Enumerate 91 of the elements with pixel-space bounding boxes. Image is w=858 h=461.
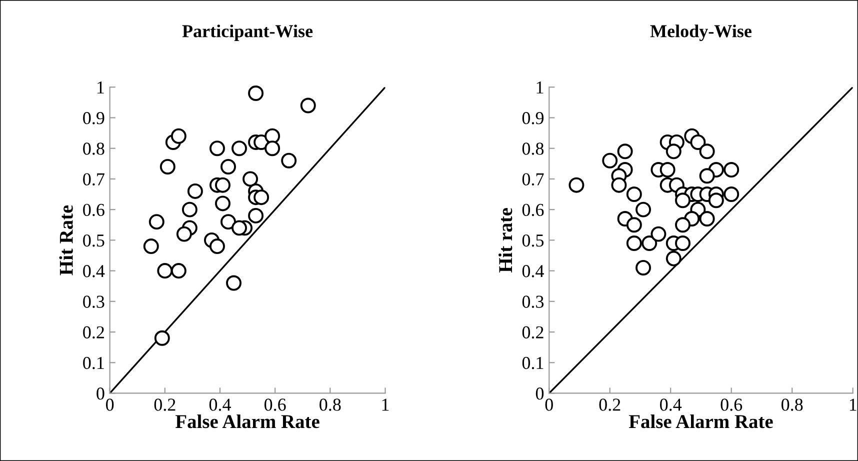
point [226, 275, 242, 291]
point [220, 214, 236, 230]
point [248, 86, 264, 101]
point [187, 183, 203, 199]
point [568, 177, 584, 193]
point [636, 202, 652, 218]
y-tick-label: 0.9 [83, 112, 104, 124]
point [675, 217, 691, 233]
point [724, 162, 740, 178]
point [254, 190, 270, 206]
point [626, 217, 642, 233]
point [636, 260, 652, 276]
point [650, 226, 666, 242]
point [602, 152, 618, 168]
chart-title: Melody-Wise [650, 24, 752, 42]
point [699, 211, 715, 226]
point [209, 140, 225, 156]
point [220, 158, 236, 174]
point [170, 263, 186, 279]
x-tick-label: 0.6 [720, 398, 742, 411]
x-tick-label: 0 [545, 398, 553, 411]
y-axis-title: Hit rate [498, 208, 512, 273]
y-tick-label: 0.4 [522, 265, 544, 278]
y-tick-label: 0.2 [522, 326, 544, 339]
x-tick-label: 0.8 [782, 398, 803, 411]
point [182, 202, 198, 218]
x-axis-title: False Alarm Rate [628, 414, 773, 428]
x-tick-label: 0.8 [320, 398, 341, 411]
y-tick-label: 0.5 [522, 234, 544, 247]
y-tick-label: 0.1 [83, 356, 104, 370]
y-axis-title: Hit Rate [59, 205, 73, 276]
point [143, 238, 159, 254]
y-tick-label: 0.7 [83, 173, 104, 186]
y-tick-label: 0.8 [83, 142, 104, 155]
y-tick-label: 1 [98, 81, 104, 94]
y-tick-label: 1 [536, 81, 544, 94]
y-tick-label: 0.8 [522, 142, 544, 155]
point [264, 140, 280, 156]
point [675, 236, 691, 251]
point [626, 236, 642, 251]
point [666, 144, 682, 160]
y-tick-label: 0.6 [83, 204, 104, 216]
point [242, 171, 258, 187]
point [148, 214, 164, 230]
point [232, 140, 248, 156]
x-tick-label: 0.4 [209, 398, 231, 411]
point [626, 186, 642, 202]
y-tick-label: 0.3 [522, 296, 544, 308]
point [232, 220, 248, 236]
x-axis-title: False Alarm Rate [176, 414, 320, 428]
y-tick-label: 0.3 [83, 296, 104, 308]
point [708, 192, 724, 208]
point [675, 192, 691, 208]
y-tick-label: 0.9 [522, 112, 544, 124]
point [160, 158, 176, 174]
y-tick-label: 0.6 [522, 204, 544, 216]
y-tick-label: 0.2 [83, 326, 104, 339]
y-tick-label: 0 [96, 387, 104, 400]
point [215, 177, 230, 193]
y-tick-label: 0.1 [522, 356, 544, 370]
x-tick-label: 0.6 [264, 398, 286, 411]
chart-title: Participant-Wise [182, 24, 313, 41]
point [642, 236, 658, 251]
y-tick-label: 0.4 [83, 265, 105, 278]
y-tick-label: 0.5 [83, 234, 104, 247]
point [281, 152, 297, 168]
point [300, 98, 316, 114]
point [724, 186, 740, 202]
y-tick-label: 0 [536, 387, 544, 400]
point [699, 168, 715, 184]
point [690, 134, 706, 150]
x-tick-label: 0.2 [599, 398, 620, 411]
point [157, 263, 173, 279]
x-tick-label: 0.4 [660, 398, 682, 411]
point [617, 144, 633, 160]
point [215, 196, 230, 212]
point [176, 226, 192, 242]
point [611, 177, 627, 193]
point [666, 250, 682, 266]
x-tick-label: 1 [382, 398, 389, 411]
x-tick-label: 1 [850, 398, 856, 411]
x-tick-label: 0.2 [154, 398, 176, 411]
point [660, 162, 676, 178]
x-tick-label: 0 [106, 398, 114, 411]
point [209, 238, 225, 254]
point [699, 144, 715, 160]
point [264, 128, 280, 144]
point [170, 128, 186, 144]
point [248, 208, 264, 224]
point [154, 330, 170, 346]
y-tick-label: 0.7 [522, 173, 544, 186]
